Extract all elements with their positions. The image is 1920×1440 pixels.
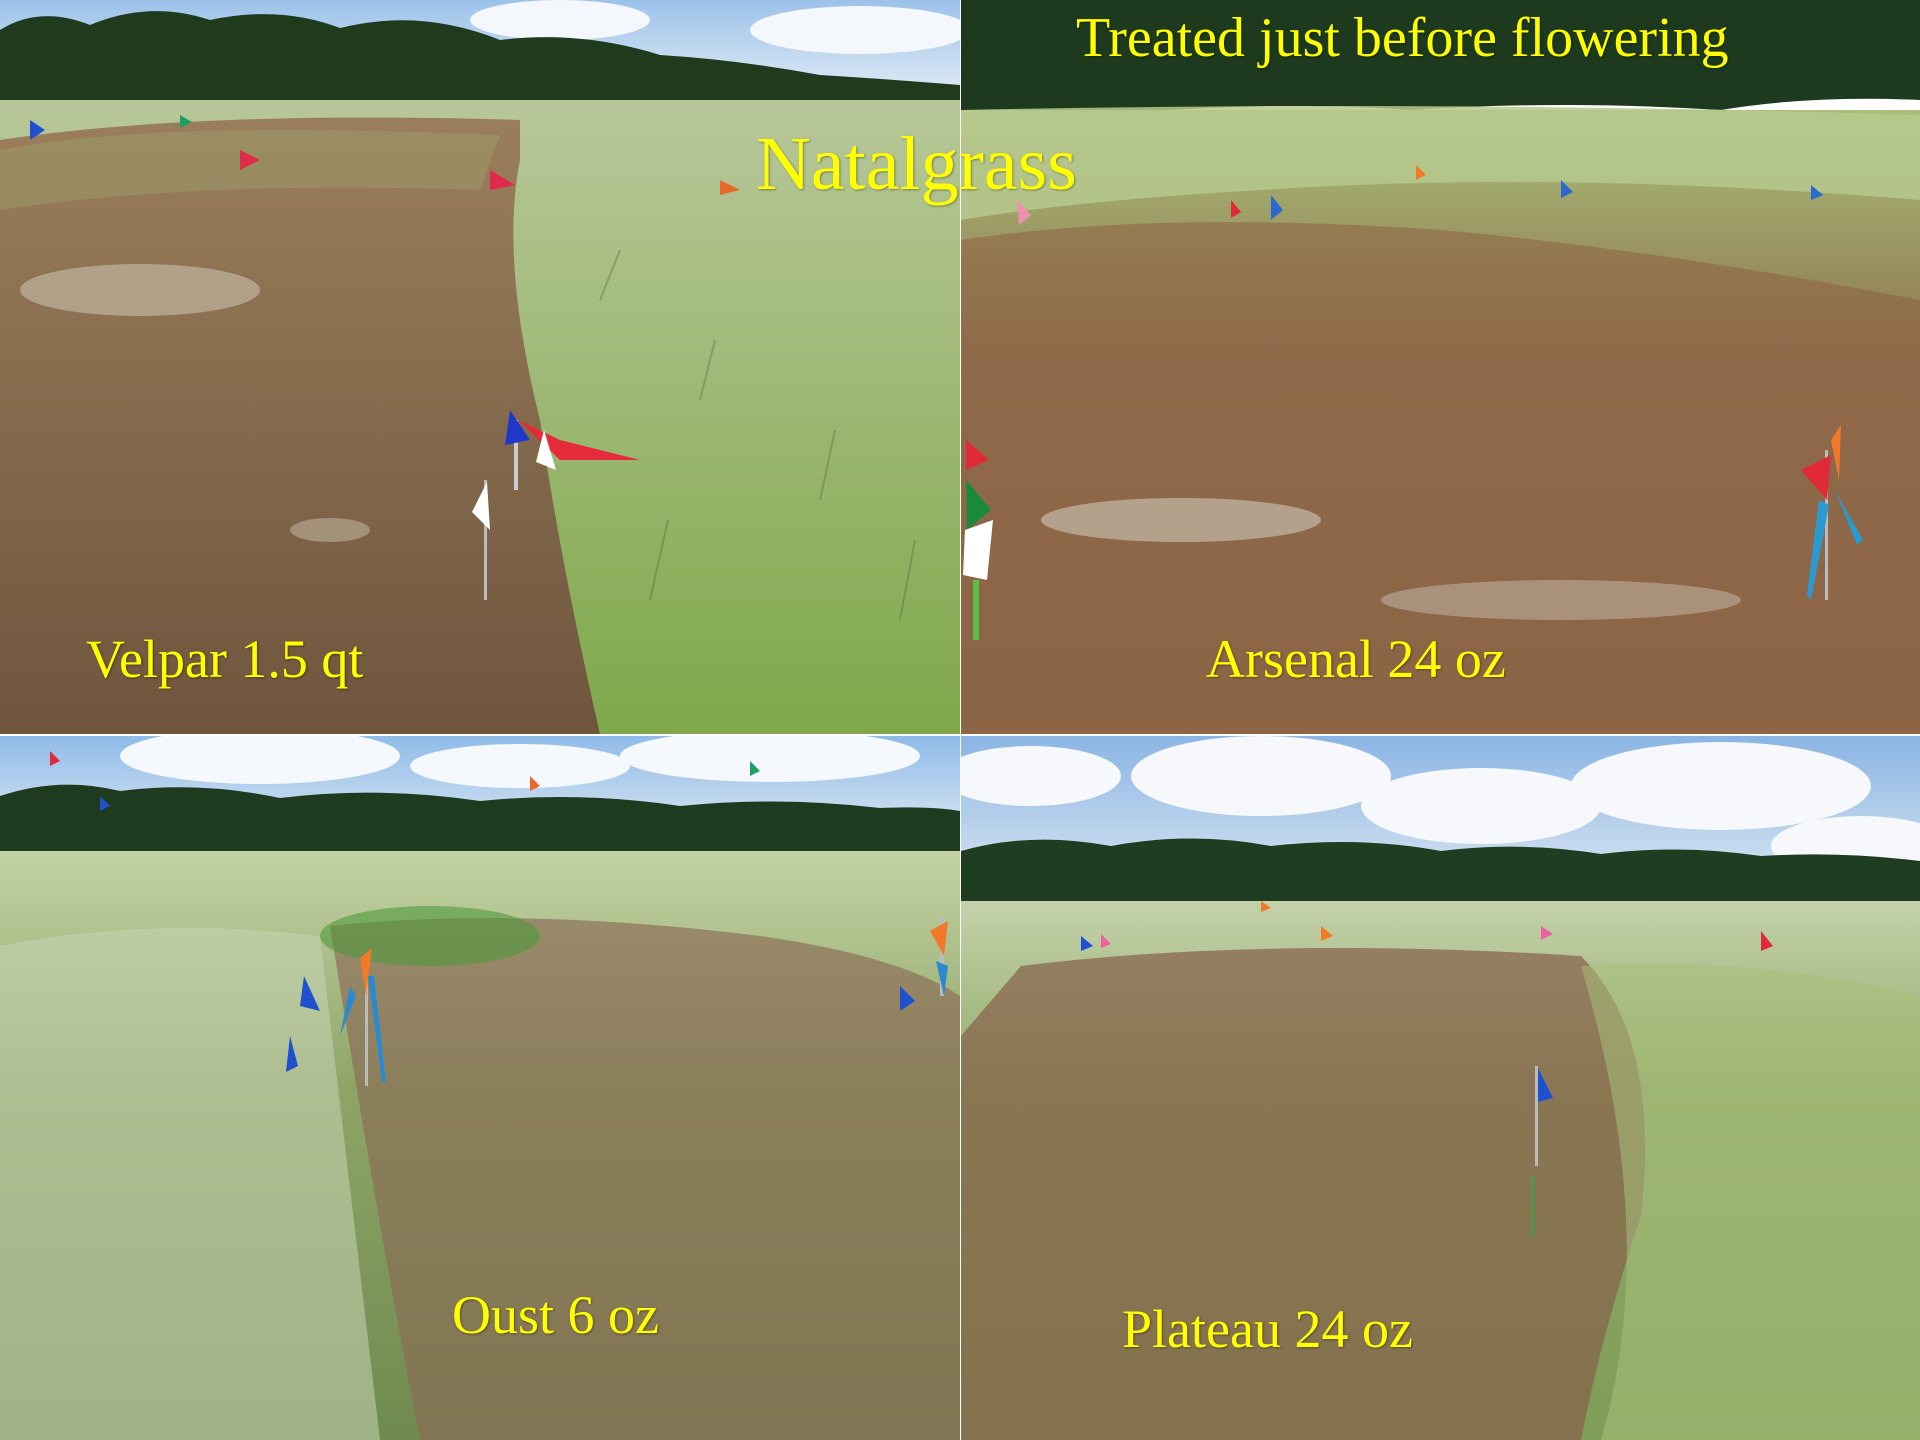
field-photo-icon — [0, 0, 960, 734]
panel-label-arsenal: Arsenal 24 oz — [1206, 629, 1506, 689]
subtitle: Treated just before flowering — [1076, 7, 1729, 69]
panel-label-plateau: Plateau 24 oz — [1122, 1299, 1413, 1359]
field-photo-icon — [961, 736, 1920, 1440]
field-photo-icon — [0, 736, 960, 1440]
panel-label-oust: Oust 6 oz — [452, 1285, 659, 1345]
photo-panel-plateau — [961, 736, 1920, 1440]
field-photo-icon — [961, 0, 1920, 734]
panel-label-velpar: Velpar 1.5 qt — [86, 629, 364, 689]
page-title: Natalgrass — [756, 122, 1077, 206]
photo-panel-velpar — [0, 0, 960, 734]
photo-panel-oust — [0, 736, 960, 1440]
photo-panel-arsenal — [961, 0, 1920, 734]
